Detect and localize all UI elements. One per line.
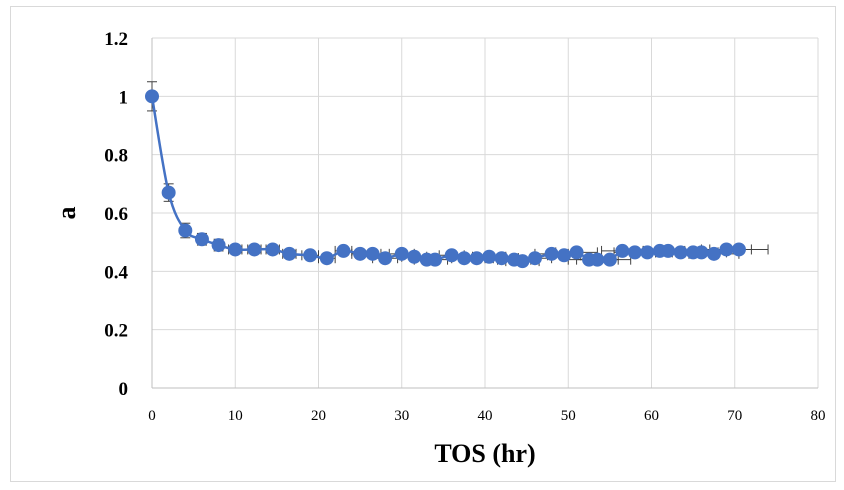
- data-point: [336, 243, 351, 258]
- data-point: [706, 246, 721, 261]
- x-tick-label: 0: [148, 408, 156, 424]
- x-tick-label: 70: [727, 408, 742, 424]
- y-tick-label: 1.2: [104, 29, 128, 50]
- data-point: [282, 246, 297, 261]
- x-tick-label: 60: [644, 408, 659, 424]
- data-point: [661, 243, 676, 258]
- data-point: [394, 246, 409, 261]
- data-point: [557, 248, 572, 263]
- data-point: [515, 254, 530, 269]
- data-point: [673, 245, 688, 260]
- data-point: [407, 249, 422, 264]
- chart-frame: [10, 6, 836, 482]
- data-point: [640, 245, 655, 260]
- y-tick-label: 0.8: [104, 146, 128, 167]
- y-axis-title: a: [52, 207, 81, 220]
- gridlines: [152, 37, 819, 388]
- data-point: [494, 251, 509, 266]
- data-point: [719, 242, 734, 257]
- data-point: [303, 248, 318, 263]
- data-point: [482, 249, 497, 264]
- x-tick-labels: 0 10 20 30 40 50 60 70 80: [148, 408, 825, 424]
- data-point: [145, 89, 159, 104]
- data-point: [602, 252, 617, 267]
- data-point: [731, 242, 746, 257]
- data-point: [615, 243, 630, 258]
- x-axis-title: TOS (hr): [434, 439, 535, 468]
- data-point: [469, 251, 484, 266]
- data-point: [627, 245, 642, 260]
- data-point: [544, 246, 559, 261]
- x-tick-label: 10: [228, 408, 243, 424]
- x-tick-label: 20: [311, 408, 326, 424]
- data-point: [444, 248, 459, 263]
- y-tick-label: 0.2: [104, 321, 128, 342]
- data-point: [428, 252, 443, 267]
- data-point: [228, 242, 243, 257]
- series-plot: [145, 81, 769, 269]
- x-tick-label: 40: [478, 408, 493, 424]
- data-point: [590, 252, 605, 267]
- data-point: [457, 251, 472, 266]
- data-point: [319, 251, 334, 266]
- x-tick-label: 30: [394, 408, 409, 424]
- y-tick-label: 0.6: [104, 204, 128, 225]
- data-point: [569, 245, 584, 260]
- x-tick-label: 50: [561, 408, 576, 424]
- x-tick-label: 80: [811, 408, 826, 424]
- data-point: [265, 242, 280, 257]
- data-point: [527, 251, 542, 266]
- series-line: [150, 96, 739, 263]
- data-point: [194, 232, 209, 247]
- data-point: [247, 242, 262, 257]
- y-tick-label: 0: [119, 379, 129, 400]
- data-point: [378, 251, 393, 266]
- y-tick-label: 1: [119, 87, 129, 108]
- data-point: [694, 245, 709, 260]
- data-point: [353, 246, 368, 261]
- data-point: [178, 223, 193, 238]
- y-tick-label: 0.4: [104, 262, 128, 283]
- y-tick-labels: 0 0.2 0.4 0.6 0.8 1 1.2: [104, 29, 128, 400]
- data-point: [365, 246, 380, 261]
- data-point: [161, 185, 176, 200]
- data-point: [211, 238, 226, 253]
